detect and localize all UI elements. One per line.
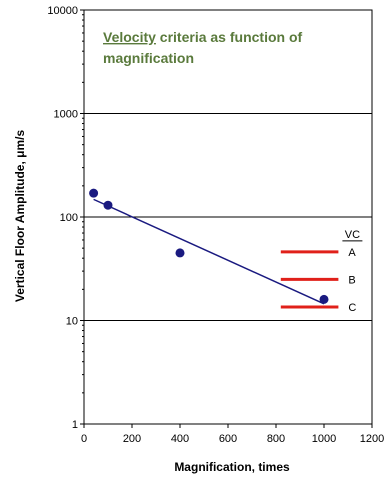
- data-point: [89, 188, 99, 198]
- vc-criteria: A B C: [280, 247, 356, 314]
- title-line: Velocity criteria as function of: [103, 29, 303, 45]
- x-axis-title: Magnification, times: [174, 460, 290, 474]
- x-tick-label: 1000: [312, 433, 336, 445]
- title-emphasis: Velocity: [103, 29, 156, 45]
- x-tick-label: 400: [171, 433, 189, 445]
- x-tick-label: 800: [267, 433, 285, 445]
- data-points: [89, 188, 329, 304]
- y-tick-label: 1: [72, 419, 78, 431]
- y-axis: 1 10 100 1000 10000: [47, 5, 84, 431]
- criterion-label: C: [348, 302, 356, 314]
- x-tick-label: 1200: [360, 433, 384, 445]
- trend-line: [93, 198, 325, 305]
- title-text: criteria as function of: [156, 29, 303, 45]
- title-text: magnification: [103, 50, 194, 66]
- criterion-label: A: [348, 247, 356, 259]
- y-tick-label: 10: [66, 316, 78, 328]
- data-point: [319, 294, 329, 304]
- x-tick-label: 200: [123, 433, 141, 445]
- y-tick-label: 100: [60, 212, 78, 224]
- title-line: magnification: [103, 50, 194, 66]
- vc-header: VC: [345, 229, 360, 241]
- y-axis-title: Vertical Floor Amplitude, μm/s: [13, 130, 27, 303]
- y-tick-label: 10000: [47, 5, 78, 17]
- data-point: [175, 248, 185, 258]
- grid-lines: [84, 9, 372, 425]
- chart-title: Velocity criteria as function of magnifi…: [103, 29, 303, 66]
- x-tick-label: 600: [219, 433, 237, 445]
- x-tick-label: 0: [81, 433, 87, 445]
- data-point: [103, 200, 113, 210]
- criterion-label: B: [348, 274, 355, 286]
- x-axis: 0 200 400 600 800 1000 1200: [81, 424, 384, 445]
- y-tick-label: 1000: [54, 109, 78, 121]
